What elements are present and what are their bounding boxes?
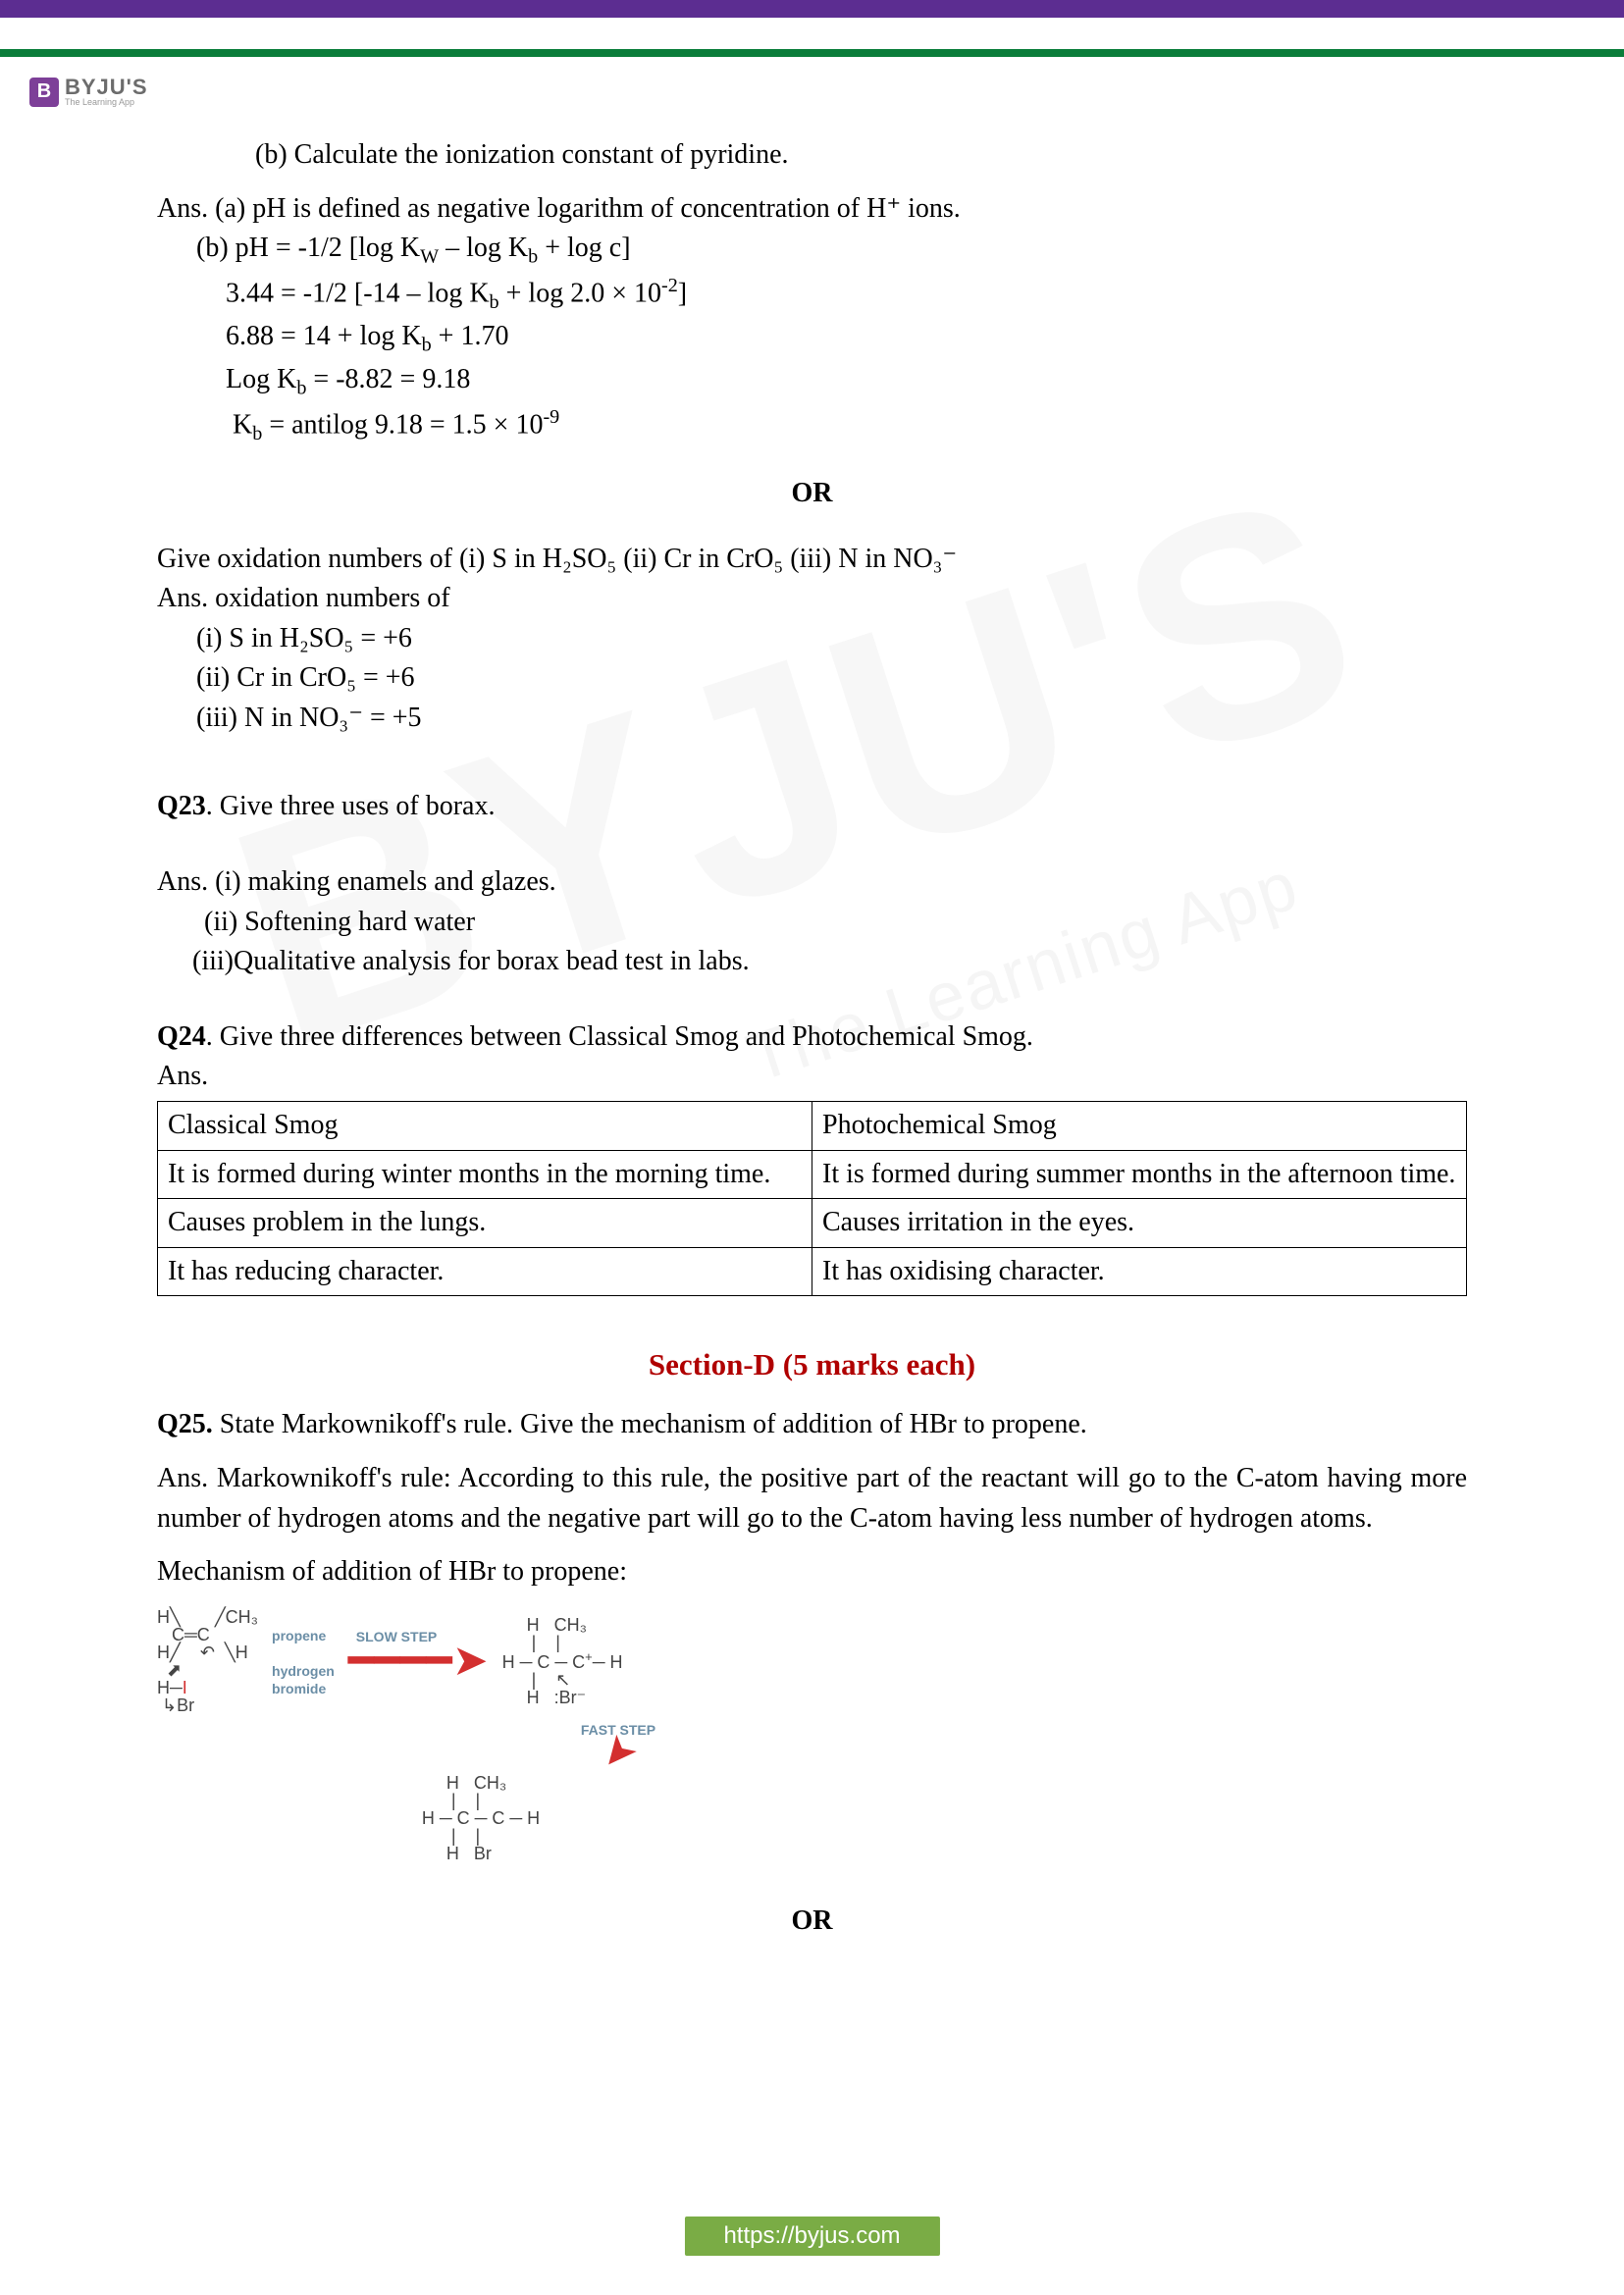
sub-b: b	[528, 246, 538, 268]
sub-w: W	[420, 246, 439, 268]
t: = antilog 9.18 = 1.5 × 10	[262, 409, 543, 440]
t: (b) pH = -1/2 [log K	[196, 233, 420, 263]
or-ans-3: (iii) N in NO₃⁻ = +5	[157, 699, 1467, 739]
top-purple-bar	[0, 0, 1624, 18]
cell: It has reducing character.	[158, 1247, 812, 1296]
cell: Causes irritation in the eyes.	[812, 1199, 1467, 1248]
reaction-mechanism-diagram: H╲ ╱CH₃ C═C H╱ ↶ ╲H ⬈ H─I ↳Br propene hy…	[157, 1608, 805, 1862]
or-ans-intro: Ans. oxidation numbers of	[157, 579, 1467, 619]
t: K	[233, 409, 252, 440]
q25-ans-mech-intro: Mechanism of addition of HBr to propene:	[157, 1552, 1467, 1592]
q25: Q25. State Markownikoff's rule. Give the…	[157, 1405, 1467, 1445]
ans22b-line3: 6.88 = 14 + log Kb + 1.70	[157, 317, 1467, 360]
q24-label: Q24	[157, 1021, 206, 1052]
t: Log K	[226, 364, 296, 394]
or-divider-2: OR	[157, 1902, 1467, 1942]
sub-b: b	[490, 291, 499, 313]
hbr-label: hydrogen bromide	[272, 1663, 335, 1696]
sup-neg9: -9	[543, 406, 559, 428]
or-ans-1: (i) S in H₂SO₅ = +6	[157, 619, 1467, 659]
t: ]	[678, 278, 687, 308]
footer-url: https://byjus.com	[684, 2217, 939, 2256]
t: – log K	[439, 233, 528, 263]
cell: Causes problem in the lungs.	[158, 1199, 812, 1248]
q24-ans: Ans.	[157, 1057, 1467, 1097]
t: + log 2.0 × 10	[499, 278, 661, 308]
q22b-text: (b) Calculate the ionization constant of…	[157, 135, 1467, 176]
sub-b: b	[422, 335, 432, 356]
q25-label: Q25.	[157, 1409, 213, 1439]
cell-photo-header: Photochemical Smog	[812, 1102, 1467, 1151]
cell: It is formed during summer months in the…	[812, 1150, 1467, 1199]
fast-step-arrow: FAST STEP ➤	[581, 1720, 655, 1766]
reactant-labels: propene hydrogen bromide	[272, 1626, 335, 1696]
sup-neg2: -2	[661, 275, 678, 296]
ans22a: Ans. (a) pH is defined as negative logar…	[157, 189, 1467, 230]
t: + log c]	[538, 233, 630, 263]
ans22b-line2: 3.44 = -1/2 [-14 – log Kb + log 2.0 × 10…	[157, 272, 1467, 317]
q23: Q23. Give three uses of borax.	[157, 787, 1467, 827]
t: 3.44 = -1/2 [-14 – log K	[226, 278, 490, 308]
logo-badge-icon: B	[29, 78, 59, 107]
ans22b-line1: (b) pH = -1/2 [log KW – log Kb + log c]	[157, 229, 1467, 272]
q24: Q24. Give three differences between Clas…	[157, 1017, 1467, 1058]
green-divider-bar	[0, 49, 1624, 57]
q23-text: . Give three uses of borax.	[206, 791, 496, 821]
cell: It is formed during winter months in the…	[158, 1150, 812, 1199]
or-divider-1: OR	[157, 474, 1467, 514]
carbocation-structure: H CH₃ | | H ─ C ─ C+─ H | ↖ H :Br⁻	[502, 1616, 623, 1706]
t: = -8.82 = 9.18	[306, 364, 470, 394]
table-row: It is formed during winter months in the…	[158, 1150, 1467, 1199]
q23-label: Q23	[157, 791, 206, 821]
q23-ans3: (iii)Qualitative analysis for borax bead…	[157, 942, 1467, 982]
or-ans-2: (ii) Cr in CrO₅ = +6	[157, 658, 1467, 699]
byjus-logo: B BYJU'S The Learning App	[29, 77, 148, 107]
ans22b-line5: Kb = antilog 9.18 = 1.5 × 10-9	[157, 403, 1467, 448]
bromide-ion: :Br	[554, 1688, 577, 1707]
logo-main-text: BYJU'S	[65, 77, 148, 98]
table-row: Causes problem in the lungs. Causes irri…	[158, 1199, 1467, 1248]
q23-ans1: Ans. (i) making enamels and glazes.	[157, 862, 1467, 903]
q23-ans2: (ii) Softening hard water	[157, 903, 1467, 943]
slow-label: SLOW STEP	[356, 1633, 437, 1641]
sub-b: b	[296, 378, 306, 399]
t: + 1.70	[432, 321, 509, 351]
product-structure: H CH₃ | | H ─ C ─ C ─ H | | H Br	[422, 1774, 540, 1862]
q24-text: . Give three differences between Classic…	[206, 1021, 1033, 1052]
table-row: It has reducing character. It has oxidis…	[158, 1247, 1467, 1296]
ans22b-line4: Log Kb = -8.82 = 9.18	[157, 360, 1467, 403]
propene-structure: H╲ ╱CH₃ C═C H╱ ↶ ╲H ⬈ H─I ↳Br	[157, 1608, 258, 1714]
logo-tagline: The Learning App	[65, 98, 148, 107]
table-row: Classical Smog Photochemical Smog	[158, 1102, 1467, 1151]
section-d-heading: Section-D (5 marks each)	[157, 1343, 1467, 1387]
or-question: Give oxidation numbers of (i) S in H₂SO₅…	[157, 540, 1467, 580]
slow-step-arrow: SLOW STEP ━━━━➤	[348, 1648, 489, 1674]
q25-ans-rule: Ans. Markownikoff's rule: According to t…	[157, 1459, 1467, 1539]
sub-b: b	[252, 423, 262, 444]
cell: It has oxidising character.	[812, 1247, 1467, 1296]
page-content: (b) Calculate the ionization constant of…	[0, 57, 1624, 1941]
cell-classical-header: Classical Smog	[158, 1102, 812, 1151]
q25-text: State Markownikoff's rule. Give the mech…	[213, 1409, 1087, 1439]
t: 6.88 = 14 + log K	[226, 321, 422, 351]
propene-label: propene	[272, 1628, 326, 1643]
smog-comparison-table: Classical Smog Photochemical Smog It is …	[157, 1101, 1467, 1296]
